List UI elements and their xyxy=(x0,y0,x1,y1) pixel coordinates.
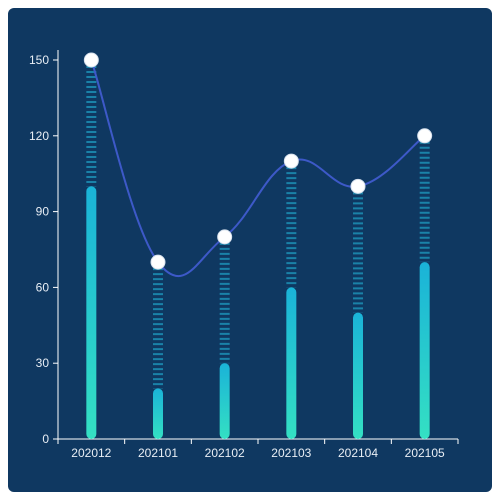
series-line xyxy=(90,59,426,278)
x-tick-label: 202102 xyxy=(205,446,245,460)
line-point xyxy=(350,178,366,194)
x-tick-label: 202103 xyxy=(271,446,311,460)
y-tick-label: 120 xyxy=(29,129,49,143)
line-point xyxy=(83,52,99,68)
x-tick-label: 202012 xyxy=(71,446,111,460)
y-tick-label: 150 xyxy=(29,53,49,67)
bar xyxy=(286,287,297,439)
bar xyxy=(86,186,97,439)
y-tick-label: 30 xyxy=(36,356,50,370)
line-point xyxy=(150,254,166,270)
bar xyxy=(419,262,430,439)
line-point xyxy=(217,229,233,245)
y-tick-label: 90 xyxy=(36,205,50,219)
bar xyxy=(219,363,230,439)
bar xyxy=(153,388,163,439)
line-point xyxy=(417,128,433,144)
x-tick-label: 202105 xyxy=(405,446,445,460)
bar xyxy=(353,312,363,439)
y-tick-label: 0 xyxy=(42,432,49,446)
y-tick-label: 60 xyxy=(36,280,50,294)
x-tick-label: 202104 xyxy=(338,446,378,460)
x-tick-label: 202101 xyxy=(138,446,178,460)
line-point xyxy=(283,153,299,169)
